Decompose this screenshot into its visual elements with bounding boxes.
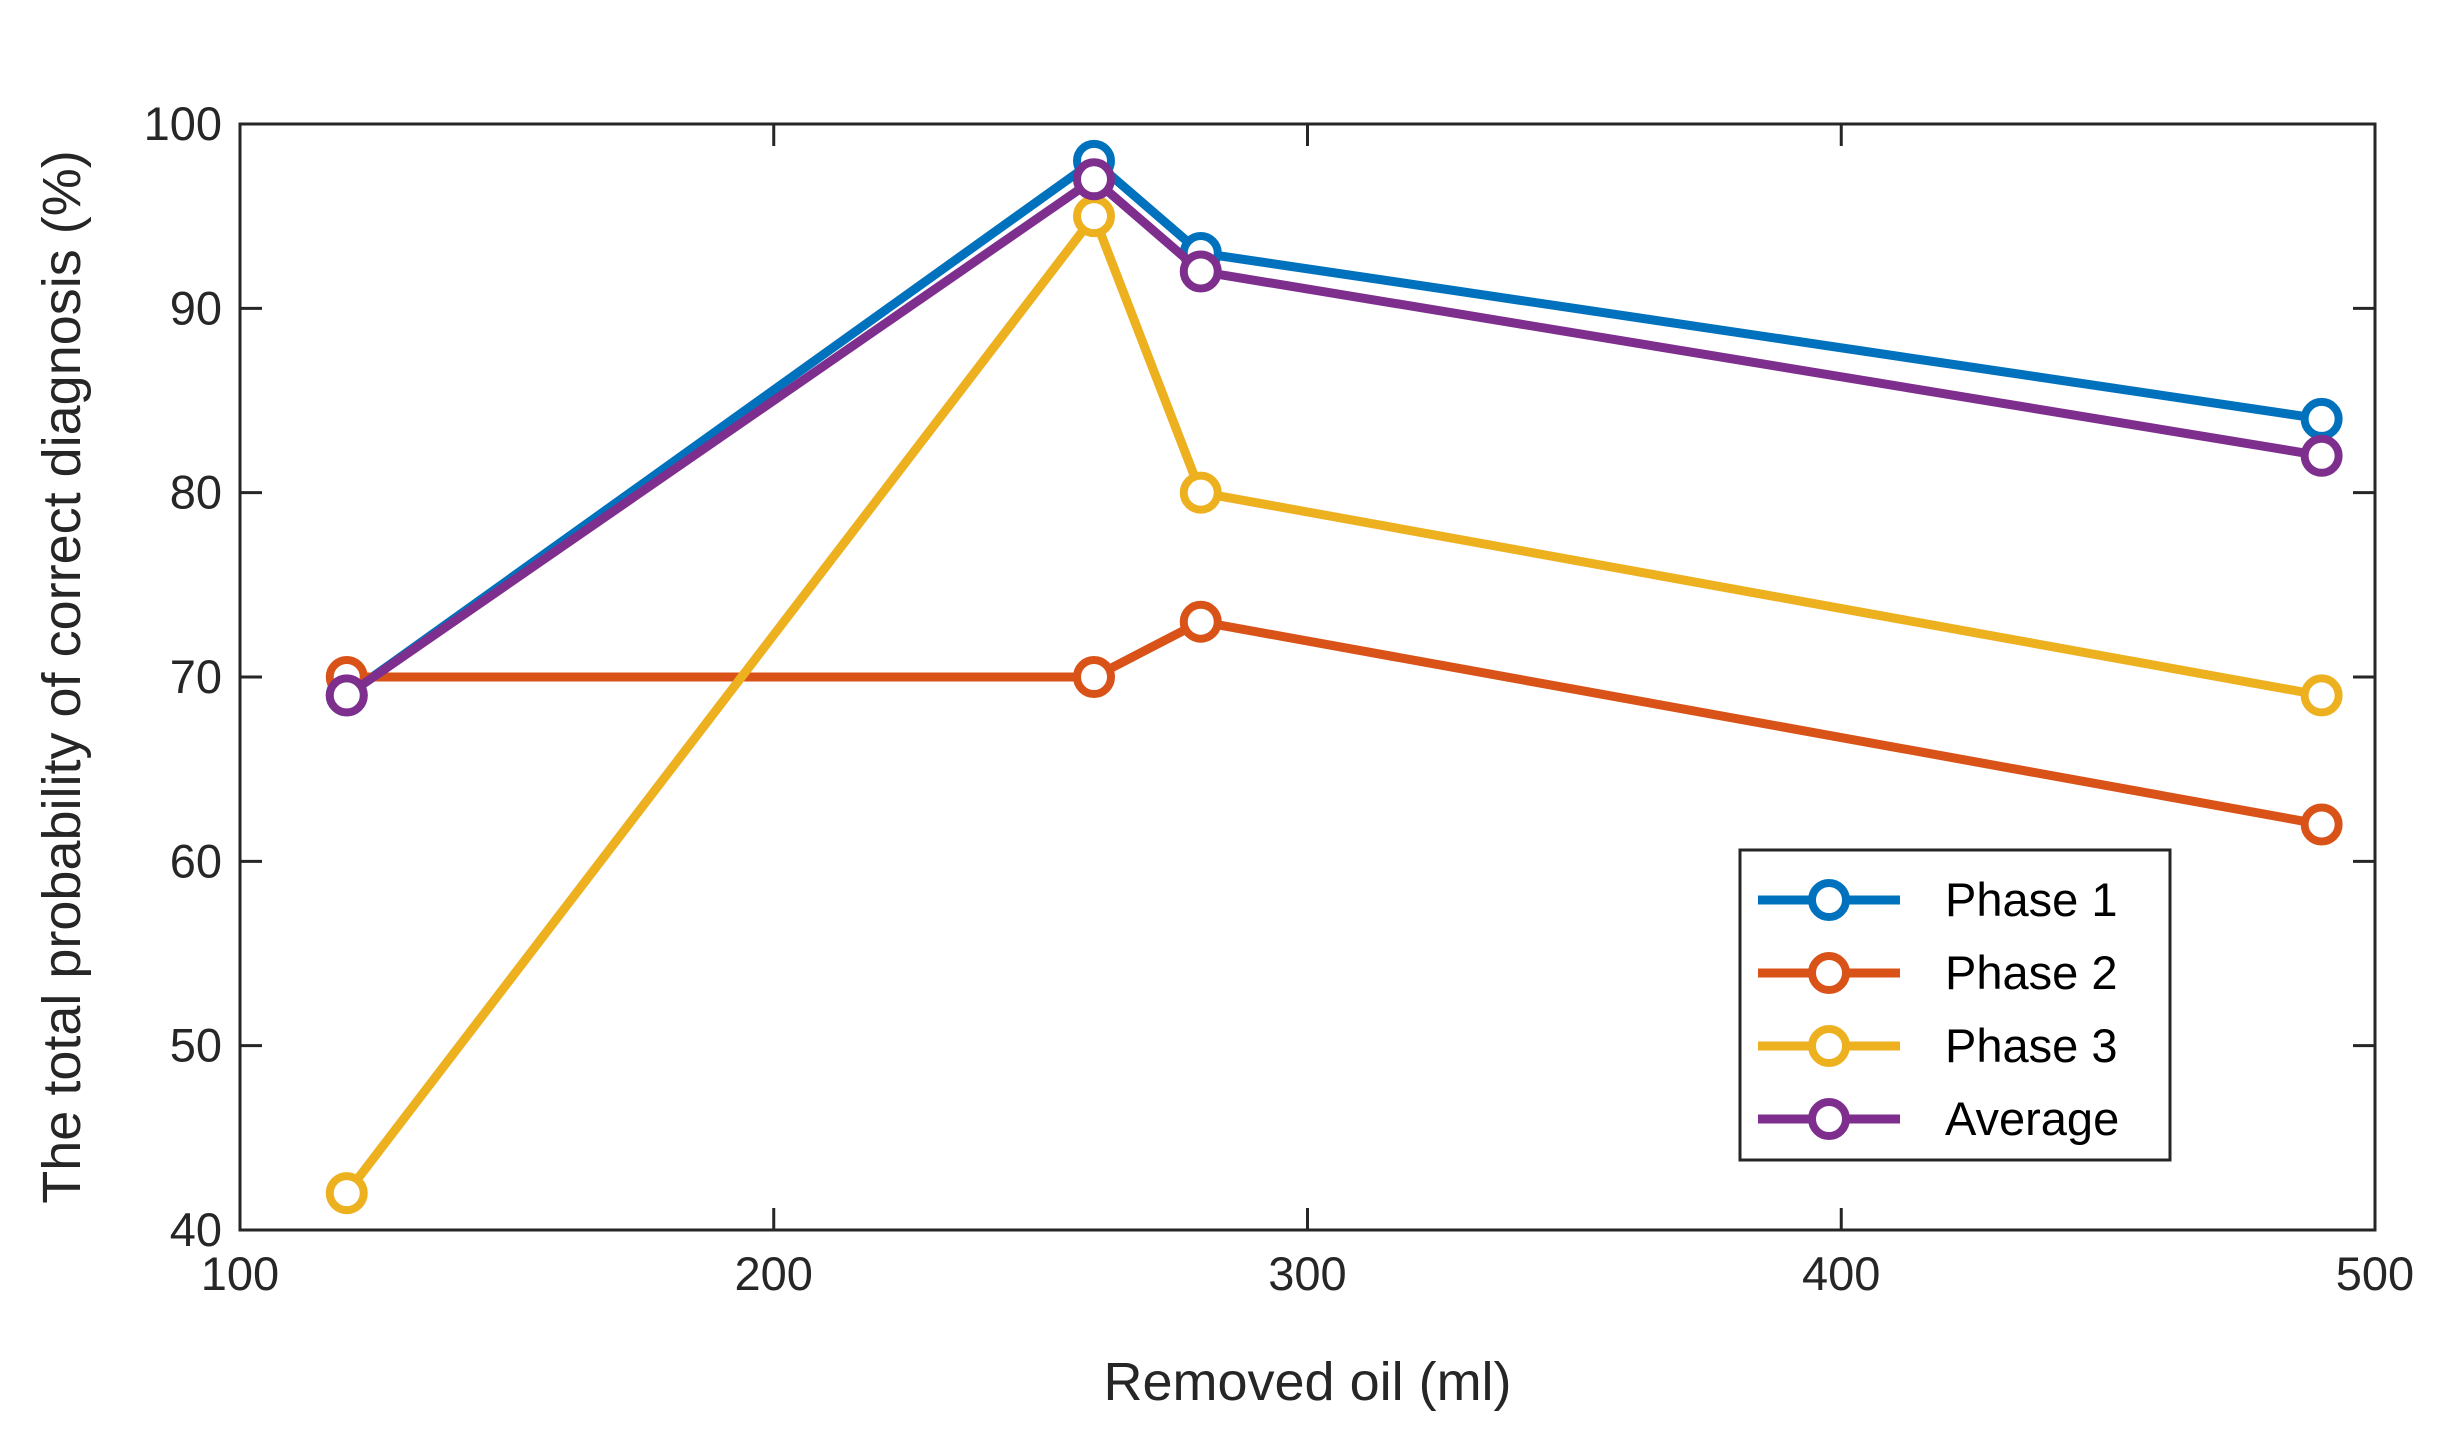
legend-label: Phase 3: [1945, 1019, 2117, 1072]
data-point: [1073, 158, 1115, 201]
data-point: [1073, 195, 1115, 238]
series-layer: [325, 139, 2343, 1215]
y-tick-label: 100: [144, 97, 222, 150]
legend-label: Phase 2: [1945, 946, 2117, 999]
series-3: [325, 195, 2343, 1215]
legend-marker: [1808, 1025, 1850, 1067]
y-tick-label: 90: [170, 281, 222, 334]
data-point: [2300, 674, 2343, 717]
series-4: [325, 158, 2343, 717]
data-point: [325, 674, 368, 717]
y-tick-label: 40: [170, 1203, 222, 1256]
x-axis-title: Removed oil (ml): [1103, 1352, 1511, 1412]
data-point: [1179, 250, 1222, 293]
y-tick-label: 50: [170, 1019, 222, 1072]
legend-marker: [1808, 1098, 1850, 1140]
legend-entry: Phase 2: [1758, 946, 2117, 999]
legend-marker: [1808, 879, 1850, 921]
x-tick-label: 300: [1268, 1247, 1346, 1300]
y-axis-title: The total probability of correct diagnos…: [32, 150, 92, 1203]
legend-entry: Phase 3: [1758, 1019, 2117, 1072]
legend-marker: [1808, 952, 1850, 994]
legend-entry: Phase 1: [1758, 873, 2117, 926]
legend-label: Average: [1945, 1092, 2119, 1145]
data-point: [1179, 600, 1222, 643]
data-point: [2300, 803, 2343, 846]
x-tick-label: 500: [2336, 1247, 2414, 1300]
legend-label: Phase 1: [1945, 873, 2117, 926]
y-tick-label: 70: [170, 650, 222, 703]
y-tick-label: 80: [170, 466, 222, 519]
axes-layer: 100 200 300 400 500 40 50 60 70 80 90 100: [144, 97, 2415, 1300]
series-line: [342, 174, 2327, 700]
data-point: [1179, 471, 1222, 514]
series-line: [342, 211, 2327, 1198]
y-tick-label: 60: [170, 834, 222, 887]
data-point: [2300, 434, 2343, 477]
series-line: [342, 617, 2327, 829]
series-line: [342, 156, 2327, 700]
x-tick-label: 100: [201, 1247, 279, 1300]
legend-entry: Average: [1758, 1092, 2119, 1145]
x-tick-label: 400: [1802, 1247, 1880, 1300]
legend: Phase 1 Phase 2 Phase 3 Average: [1738, 848, 2172, 1162]
data-point: [2300, 397, 2343, 440]
data-point: [1073, 656, 1115, 698]
data-point: [325, 1172, 368, 1215]
x-tick-label: 200: [735, 1247, 813, 1300]
